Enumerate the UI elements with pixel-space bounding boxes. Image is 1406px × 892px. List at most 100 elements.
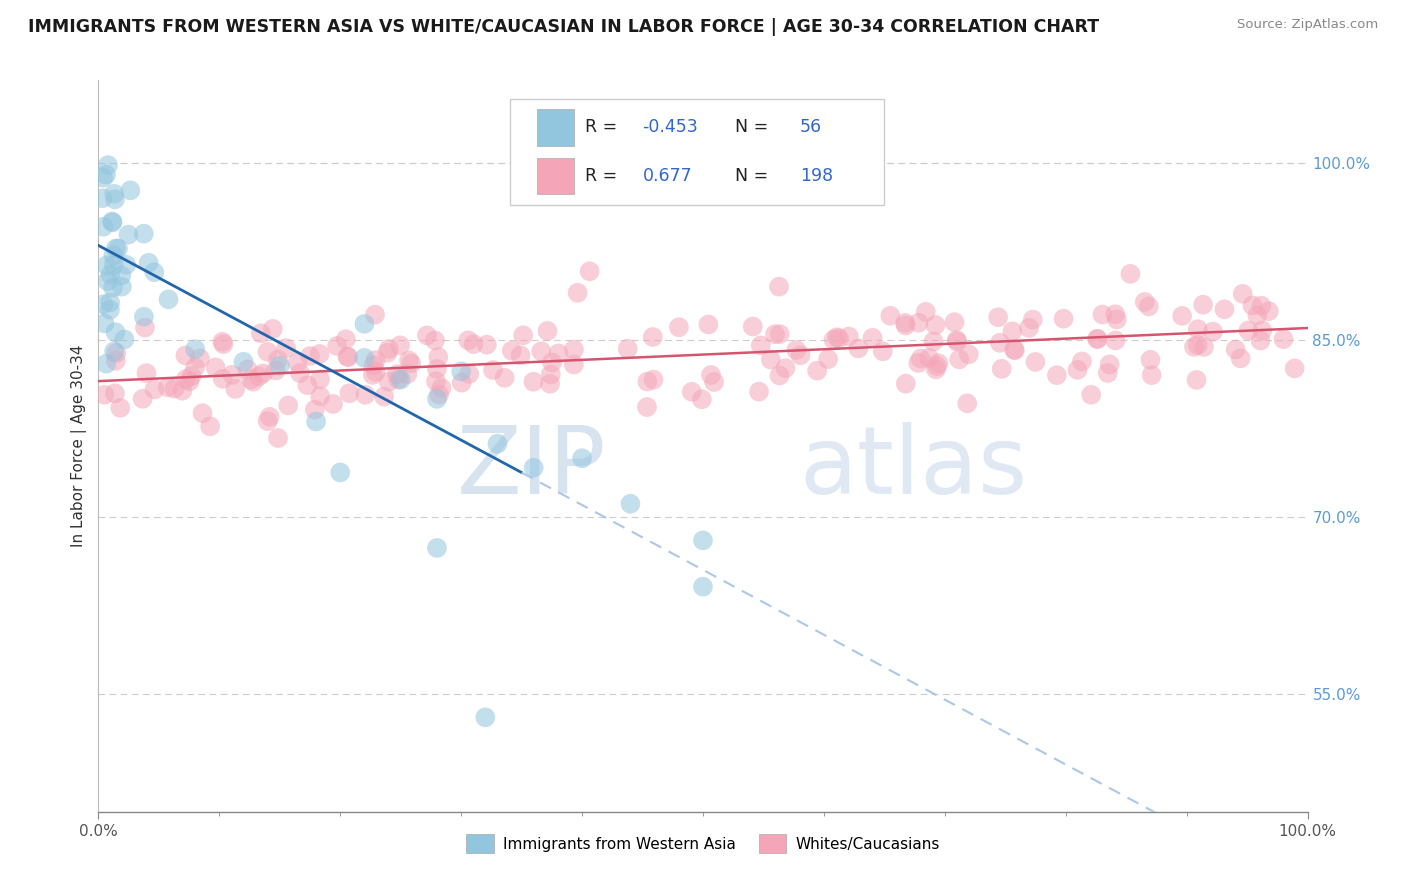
Point (262, 322, 284, 336)
Point (297, 378, 319, 392)
Point (103, 248, 125, 262)
Text: N =: N = (724, 167, 773, 185)
Point (416, 328, 439, 343)
Point (540, 368, 562, 382)
Point (134, 320, 156, 334)
Text: ZIP: ZIP (457, 422, 606, 514)
Point (232, 355, 254, 369)
Point (823, 333, 845, 347)
Point (741, 319, 763, 334)
Point (1002, 343, 1025, 357)
Point (775, 361, 797, 376)
Point (925, 362, 948, 376)
Point (1237, 324, 1260, 338)
Point (426, 362, 449, 376)
Point (1022, 312, 1045, 326)
FancyBboxPatch shape (509, 99, 884, 204)
Point (763, 327, 786, 342)
Point (143, 265, 166, 279)
Point (450, 364, 472, 378)
Point (806, 364, 828, 378)
Point (1001, 324, 1024, 338)
Text: IMMIGRANTS FROM WESTERN ASIA VS WHITE/CAUCASIAN IN LABOR FORCE | AGE 30-34 CORRE: IMMIGRANTS FROM WESTERN ASIA VS WHITE/CA… (28, 18, 1099, 36)
Point (337, 350, 360, 364)
Point (987, 310, 1010, 325)
Point (1104, 307, 1126, 321)
Point (354, 388, 377, 402)
Point (1272, 332, 1295, 346)
Point (1241, 298, 1264, 312)
Point (361, 368, 384, 382)
Point (110, 268, 132, 283)
Point (914, 305, 936, 319)
Point (1104, 334, 1126, 348)
Point (562, 343, 585, 357)
Point (110, 401, 132, 415)
Point (749, 338, 772, 352)
Bar (537, 109, 574, 145)
Point (364, 308, 387, 322)
Point (309, 389, 332, 403)
Point (120, 183, 142, 197)
Text: -0.453: -0.453 (643, 119, 699, 136)
Point (94, 168, 117, 182)
Point (894, 318, 917, 333)
Point (353, 317, 375, 331)
Point (101, 280, 124, 294)
Point (264, 363, 287, 377)
Point (948, 352, 970, 367)
Text: R =: R = (585, 167, 623, 185)
Point (988, 335, 1011, 350)
Point (1098, 358, 1121, 372)
Point (1171, 309, 1194, 323)
Point (389, 373, 412, 387)
Point (636, 400, 658, 414)
Point (918, 351, 941, 365)
Point (103, 186, 125, 201)
Point (399, 356, 422, 370)
Point (100, 268, 122, 282)
Point (697, 318, 720, 332)
Point (946, 333, 969, 347)
Point (305, 415, 328, 429)
Point (1024, 355, 1046, 369)
Point (132, 227, 155, 241)
Point (309, 372, 332, 386)
Point (838, 329, 860, 343)
Point (1097, 366, 1119, 380)
Text: 198: 198 (800, 167, 832, 185)
Point (378, 375, 401, 389)
Point (567, 285, 589, 300)
Point (643, 373, 665, 387)
Text: Source: ZipAtlas.com: Source: ZipAtlas.com (1237, 18, 1378, 31)
Point (1284, 361, 1306, 376)
Point (104, 386, 127, 401)
Point (636, 375, 658, 389)
Point (1250, 299, 1272, 313)
Point (817, 352, 839, 367)
Point (239, 372, 262, 386)
Point (236, 362, 259, 376)
Point (385, 368, 408, 382)
Point (184, 342, 207, 356)
Point (180, 368, 202, 383)
Point (308, 347, 330, 361)
Point (1202, 325, 1225, 339)
Point (759, 352, 782, 367)
Point (825, 330, 848, 344)
Point (97, 158, 120, 172)
Point (616, 342, 638, 356)
Point (530, 344, 553, 359)
Legend: Immigrants from Western Asia, Whites/Caucasians: Immigrants from Western Asia, Whites/Cau… (460, 828, 946, 859)
Point (174, 372, 197, 386)
Point (690, 392, 713, 407)
Point (269, 359, 291, 373)
Point (398, 353, 420, 368)
Point (475, 337, 498, 351)
Point (103, 344, 125, 359)
Point (256, 414, 278, 428)
Point (256, 344, 278, 359)
Point (522, 375, 544, 389)
Point (322, 397, 344, 411)
Text: 56: 56 (800, 119, 823, 136)
